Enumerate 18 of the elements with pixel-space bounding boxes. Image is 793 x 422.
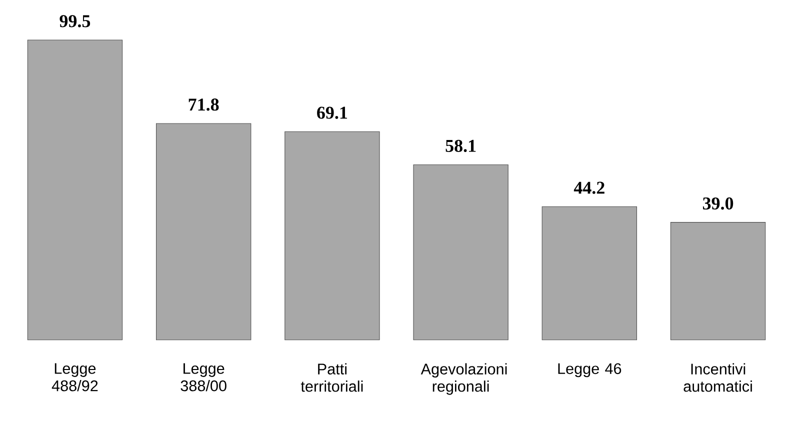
x-tick-label: Legge 46	[558, 362, 622, 377]
bar	[542, 206, 637, 340]
data-label: 44.2	[574, 182, 604, 194]
bar	[284, 131, 380, 340]
x-tick-label: Patti territoriali	[300, 362, 363, 392]
bar	[670, 222, 766, 340]
x-tick-label: Agevolazioni regionali	[420, 362, 507, 395]
data-label: 58.1	[446, 140, 476, 152]
data-label: 39.0	[702, 197, 734, 210]
x-tick-label: Legge 488/92	[52, 362, 98, 392]
data-label: 69.1	[317, 106, 348, 119]
bar	[413, 164, 508, 340]
x-tick-label: Legge 388/00	[180, 362, 226, 392]
data-label: 99.5	[60, 14, 90, 28]
bar	[27, 39, 123, 340]
x-tick-label: Incentivi automatici	[684, 362, 752, 392]
bar	[156, 122, 252, 340]
data-label: 71.8	[188, 98, 219, 111]
